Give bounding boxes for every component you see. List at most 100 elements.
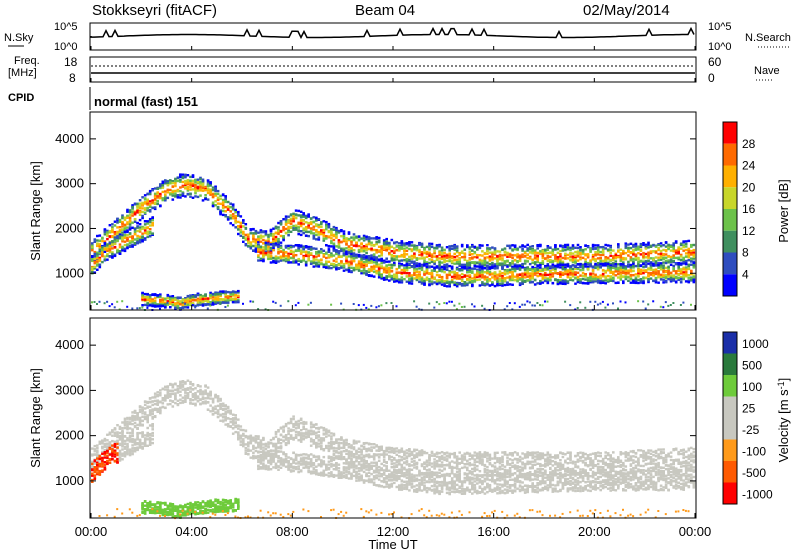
heatmap-cell [559, 258, 562, 260]
heatmap-cell [604, 260, 607, 262]
heatmap-cell [519, 269, 522, 271]
heatmap-cell [418, 251, 421, 253]
heatmap-cell [627, 254, 630, 256]
heatmap-cell [398, 242, 401, 244]
heatmap-cell [667, 244, 670, 246]
heatmap-cell [260, 258, 263, 260]
heatmap-cell [229, 297, 232, 299]
heatmap-cell [637, 252, 640, 254]
heatmap-cell [313, 262, 316, 264]
heatmap-cell [564, 283, 567, 285]
heatmap-cell [670, 304, 672, 306]
heatmap-cell [333, 249, 336, 251]
heatmap-cell [569, 266, 572, 268]
heatmap-cell [464, 283, 467, 285]
heatmap-cell [227, 302, 230, 304]
heatmap-cell [509, 278, 512, 280]
heatmap-cell [207, 303, 210, 305]
heatmap-cell [421, 282, 424, 284]
heatmap-cell [320, 233, 323, 235]
heatmap-cell [272, 228, 275, 230]
heatmap-cell [516, 256, 519, 258]
heatmap-cell [451, 245, 454, 247]
heatmap-cell [370, 261, 373, 263]
heatmap-cell [589, 301, 591, 303]
heatmap-cell [315, 223, 318, 225]
heatmap-cell [375, 265, 378, 267]
heatmap-cell [270, 247, 273, 249]
heatmap-cell [534, 249, 537, 251]
heatmap-cell [174, 193, 177, 195]
heatmap-cell [436, 247, 439, 249]
heatmap-cell [182, 307, 185, 309]
heatmap-cell [589, 278, 592, 280]
heatmap-cell [217, 297, 220, 299]
heatmap-cell [146, 296, 149, 298]
heatmap-cell [620, 278, 623, 280]
heatmap-cell [96, 303, 98, 305]
heatmap-cell [287, 220, 290, 222]
heatmap-cell [559, 250, 562, 252]
heatmap-cell [461, 269, 464, 271]
heatmap-cell [177, 296, 180, 298]
heatmap-cell [380, 304, 382, 306]
heatmap-cell [151, 222, 154, 224]
heatmap-cell [574, 261, 577, 263]
heatmap-cell [315, 217, 318, 219]
heatmap-cell [275, 242, 278, 244]
power-heatmap [91, 173, 695, 311]
heatmap-cell [655, 256, 658, 258]
heatmap-cell [486, 250, 489, 252]
heatmap-cell [670, 249, 673, 251]
heatmap-cell [504, 254, 507, 256]
heatmap-cell [506, 272, 509, 274]
heatmap-cell [192, 185, 195, 187]
heatmap-cell [464, 256, 467, 258]
heatmap-cell [632, 249, 635, 251]
heatmap-cell [645, 261, 648, 263]
heatmap-cell [144, 239, 147, 241]
heatmap-cell [119, 226, 122, 228]
heatmap-cell [617, 276, 620, 278]
heatmap-cell [277, 252, 280, 254]
heatmap-cell [403, 253, 406, 255]
heatmap-cell [318, 224, 321, 226]
heatmap-cell [531, 262, 534, 264]
heatmap-cell [665, 271, 668, 273]
heatmap-cell [124, 227, 127, 229]
heatmap-cell [494, 251, 497, 253]
heatmap-cell [129, 228, 132, 230]
heatmap-cell [479, 284, 482, 286]
heatmap-cell [353, 257, 356, 259]
heatmap-cell [594, 244, 597, 246]
heatmap-cell [360, 257, 363, 259]
heatmap-cell [214, 204, 217, 206]
heatmap-cell [202, 183, 205, 185]
heatmap-cell [607, 263, 610, 265]
heatmap-cell [305, 226, 308, 228]
heatmap-cell [652, 271, 655, 273]
heatmap-cell [393, 274, 396, 276]
heatmap-cell [380, 252, 383, 254]
heatmap-cell [552, 282, 555, 284]
heatmap-cell [672, 260, 675, 262]
heatmap-cell [144, 201, 147, 203]
heatmap-cell [562, 283, 565, 285]
heatmap-cell [240, 215, 243, 217]
heatmap-cell [511, 268, 514, 270]
heatmap-cell [411, 265, 414, 267]
heatmap-cell [99, 234, 102, 236]
heatmap-cell [652, 244, 655, 246]
heatmap-cell [615, 282, 618, 284]
heatmap-cell [491, 256, 494, 258]
heatmap-cell [199, 296, 202, 298]
heatmap-cell [531, 277, 534, 279]
heatmap-cell [562, 280, 565, 282]
heatmap-cell [625, 272, 628, 274]
heatmap-cell [159, 193, 162, 195]
heatmap-cell [245, 223, 248, 225]
heatmap-cell [282, 259, 285, 261]
heatmap-cell [660, 262, 663, 264]
heatmap-cell [657, 276, 660, 278]
heatmap-cell [539, 282, 542, 284]
